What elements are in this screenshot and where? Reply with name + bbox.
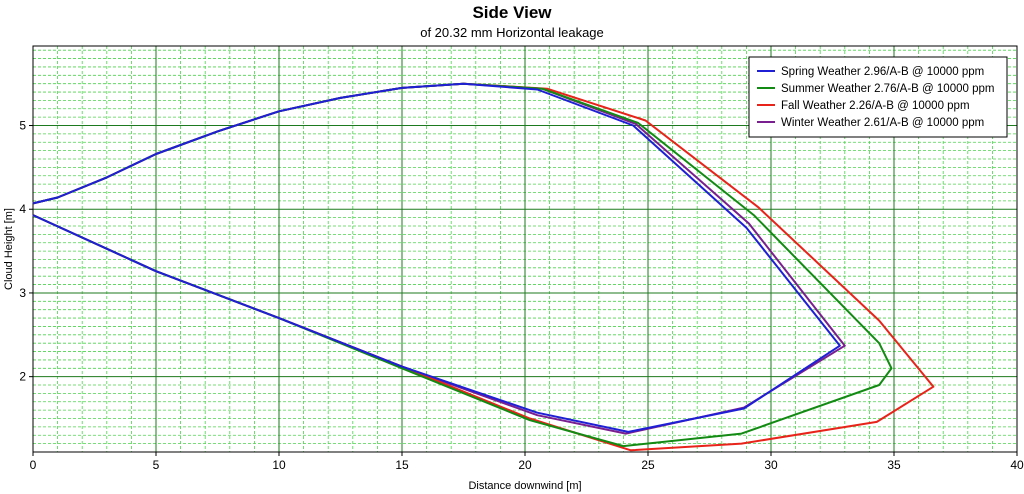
legend-label: Fall Weather 2.26/A-B @ 10000 ppm	[781, 100, 970, 112]
x-tick-label: 0	[30, 458, 37, 472]
x-tick-label: 40	[1010, 458, 1024, 472]
x-tick-label: 15	[395, 458, 409, 472]
x-axis-label: Distance downwind [m]	[468, 480, 581, 492]
x-tick-label: 25	[641, 458, 655, 472]
legend: Spring Weather 2.96/A-B @ 10000 ppm Summe…	[748, 56, 1008, 138]
y-axis-label: Cloud Height [m]	[3, 208, 15, 290]
chart-title: Side View	[472, 3, 552, 22]
legend-box	[748, 56, 1008, 138]
y-tick-label: 3	[19, 286, 26, 300]
x-tick-label: 20	[518, 458, 532, 472]
y-tick-label: 2	[19, 370, 26, 384]
chart-subtitle: of 20.32 mm Horizontal leakage	[420, 25, 604, 40]
x-tick-label: 10	[272, 458, 286, 472]
y-tick-label: 5	[19, 119, 26, 133]
legend-label: Winter Weather 2.61/A-B @ 10000 ppm	[781, 117, 984, 129]
x-tick-label: 30	[764, 458, 778, 472]
legend-label: Summer Weather 2.76/A-B @ 10000 ppm	[781, 83, 994, 95]
x-tick-label: 35	[887, 458, 901, 472]
series-line-spring	[32, 82, 841, 433]
axis-ticks: 0 5 10 15 20 25 30 35 40 2 3 4 5	[19, 119, 1024, 472]
series-lines	[32, 82, 935, 452]
x-tick-label: 5	[153, 458, 160, 472]
y-tick-label: 4	[19, 202, 26, 216]
legend-label: Spring Weather 2.96/A-B @ 10000 ppm	[781, 66, 984, 78]
series-line-summer	[32, 82, 893, 448]
